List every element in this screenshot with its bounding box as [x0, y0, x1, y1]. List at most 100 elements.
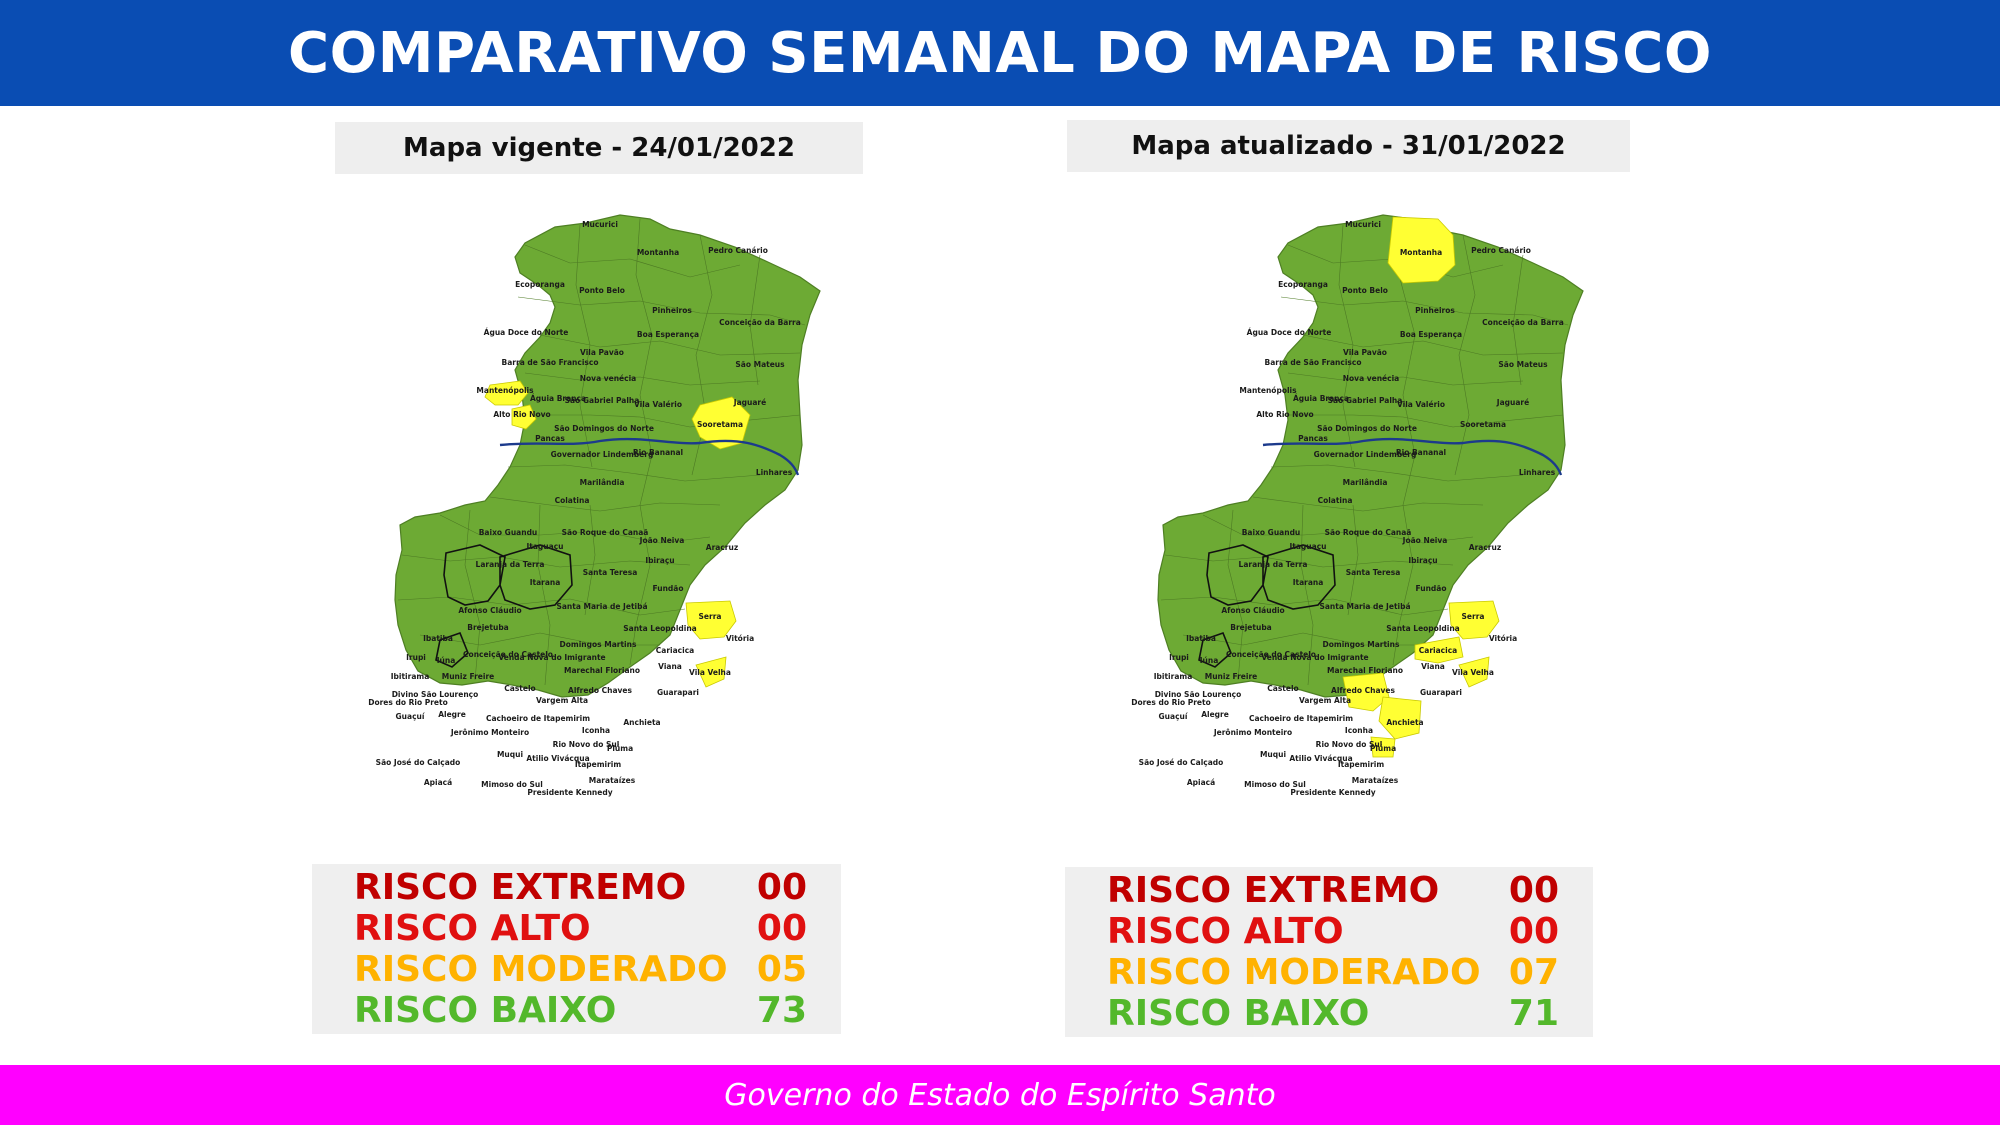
municipality-label: Viana	[1421, 662, 1445, 671]
legend-current: RISCO EXTREMO 00 RISCO ALTO 00 RISCO MOD…	[312, 864, 841, 1034]
municipality-border	[1270, 464, 1524, 482]
municipality-label: Iúna	[437, 656, 456, 665]
municipality-border	[397, 596, 686, 616]
municipality-label: Rio Bananal	[633, 448, 683, 457]
municipality-label: Sooretama	[1460, 420, 1506, 429]
municipality-label: Anchieta	[623, 718, 660, 727]
legend-value: 71	[1508, 993, 1559, 1034]
municipality-border	[489, 496, 721, 512]
municipality-label: Pedro Canário	[1471, 246, 1531, 255]
municipality-label: Alegre	[438, 710, 466, 719]
municipality-label: Mantenópolis	[1239, 386, 1297, 395]
municipality-label: Serra	[699, 612, 722, 621]
caption-updated-map: Mapa atualizado - 31/01/2022	[1067, 120, 1630, 172]
legend-label: RISCO ALTO	[1107, 911, 1344, 952]
municipality-label: Vila Valério	[1397, 400, 1445, 409]
municipality-label: Atilio Vivácqua	[526, 754, 589, 763]
municipality-label: Castelo	[1267, 684, 1298, 693]
municipality-label: Alegre	[1201, 710, 1229, 719]
municipality-label: Santa Maria de Jetibá	[1319, 602, 1410, 611]
municipality-label: Sooretama	[697, 420, 743, 429]
legend-value: 73	[756, 990, 807, 1031]
municipality-label: Serra	[1462, 612, 1485, 621]
municipality-label: Ponto Belo	[1342, 286, 1388, 295]
municipality-label: Venda Nova do Imigrante	[498, 653, 605, 662]
municipality-label: Muniz Freire	[442, 672, 494, 681]
municipality-label: Ibitirama	[391, 672, 430, 681]
legend-row-alto: RISCO ALTO 00	[354, 908, 807, 949]
municipality-label: Laranja da Terra	[1239, 560, 1308, 569]
municipality-label: São Domingos do Norte	[1317, 424, 1417, 433]
municipality-label: Afonso Cláudio	[458, 606, 521, 615]
municipality-label: Montanha	[1400, 248, 1442, 257]
municipality-label: Ecoporanga	[1278, 280, 1328, 289]
municipality-label: Alfredo Chaves	[1331, 686, 1395, 695]
municipality-border	[539, 334, 801, 356]
municipality-label: Conceição do Castelo	[463, 650, 553, 659]
legend-row-alto: RISCO ALTO 00	[1107, 911, 1559, 952]
moderate-risk-area	[1448, 600, 1500, 640]
footer-text: Governo do Estado do Espírito Santo	[724, 1077, 1276, 1113]
municipality-border	[749, 254, 761, 386]
municipality-label: Água Doce do Norte	[484, 328, 569, 337]
municipality-label: Pancas	[1298, 434, 1328, 443]
moderate-risk-area	[695, 656, 727, 688]
legend-value: 07	[1508, 952, 1559, 993]
municipality-label: Guarapari	[657, 688, 699, 697]
municipality-label: Ibitirama	[1154, 672, 1193, 681]
legend-label: RISCO BAIXO	[354, 990, 617, 1031]
region-outline	[435, 544, 573, 668]
municipality-label: São Roque do Canaã	[1325, 528, 1412, 537]
municipality-label: São José do Calçado	[1139, 758, 1224, 767]
moderate-risk-area	[484, 380, 529, 406]
municipality-label: Pinheiros	[652, 306, 692, 315]
municipality-label: Vila Velha	[1452, 668, 1494, 677]
legend-value: 00	[1508, 911, 1559, 952]
municipality-border	[1280, 296, 1569, 326]
municipality-label: Domingos Martins	[1323, 640, 1400, 649]
municipality-label: Marilândia	[580, 478, 625, 487]
municipality-label: São José do Calçado	[376, 758, 461, 767]
municipality-label: Pedro Canário	[708, 246, 768, 255]
municipality-border	[1302, 334, 1564, 356]
municipality-label: Aracruz	[706, 543, 738, 552]
municipality-label: Presidente Kennedy	[1290, 788, 1375, 797]
municipality-border	[439, 514, 711, 544]
municipality-label: Apiacá	[424, 778, 452, 787]
municipality-label: Santa Leopoldina	[623, 624, 697, 633]
municipality-border	[419, 632, 660, 646]
municipality-label: João Neiva	[1402, 536, 1448, 545]
municipality-label: Mimoso do Sul	[1244, 780, 1306, 789]
municipality-border	[1182, 632, 1423, 646]
legend-label: RISCO MODERADO	[354, 949, 728, 990]
municipality-label: Irupi	[406, 653, 426, 662]
municipality-label: Mimoso do Sul	[481, 780, 543, 789]
municipality-label: Iúna	[1200, 656, 1219, 665]
municipality-label: Divino São Lourenço	[392, 690, 479, 699]
municipality-label: Águia Branca	[530, 394, 586, 403]
municipality-label: Linhares	[1519, 468, 1556, 477]
municipality-label: São Domingos do Norte	[554, 424, 654, 433]
municipality-border	[464, 509, 481, 681]
municipality-label: Pinheiros	[1415, 306, 1455, 315]
municipality-border	[1392, 218, 1416, 666]
municipality-label: Presidente Kennedy	[527, 788, 612, 797]
municipality-border	[575, 224, 593, 468]
legend-label: RISCO EXTREMO	[354, 867, 687, 908]
municipality-label: Vitória	[726, 634, 754, 643]
municipality-label: Piúma	[607, 744, 633, 753]
municipality-label: Cachoeiro de Itapemirim	[1249, 714, 1353, 723]
municipality-label: Jaguaré	[733, 398, 766, 407]
legend-value: 00	[756, 867, 807, 908]
municipality-label: João Neiva	[639, 536, 685, 545]
municipality-border	[517, 296, 806, 326]
municipality-label: Rio Novo do Sul	[553, 740, 620, 749]
municipality-border	[524, 244, 741, 278]
municipality-label: Colatina	[1318, 496, 1353, 505]
municipality-label: Linhares	[756, 468, 793, 477]
municipality-label: Ibiraçu	[645, 556, 674, 565]
municipality-border	[1347, 504, 1359, 616]
municipality-label: Viana	[658, 662, 682, 671]
municipality-label: Laranja da Terra	[476, 560, 545, 569]
legend-value: 00	[756, 908, 807, 949]
